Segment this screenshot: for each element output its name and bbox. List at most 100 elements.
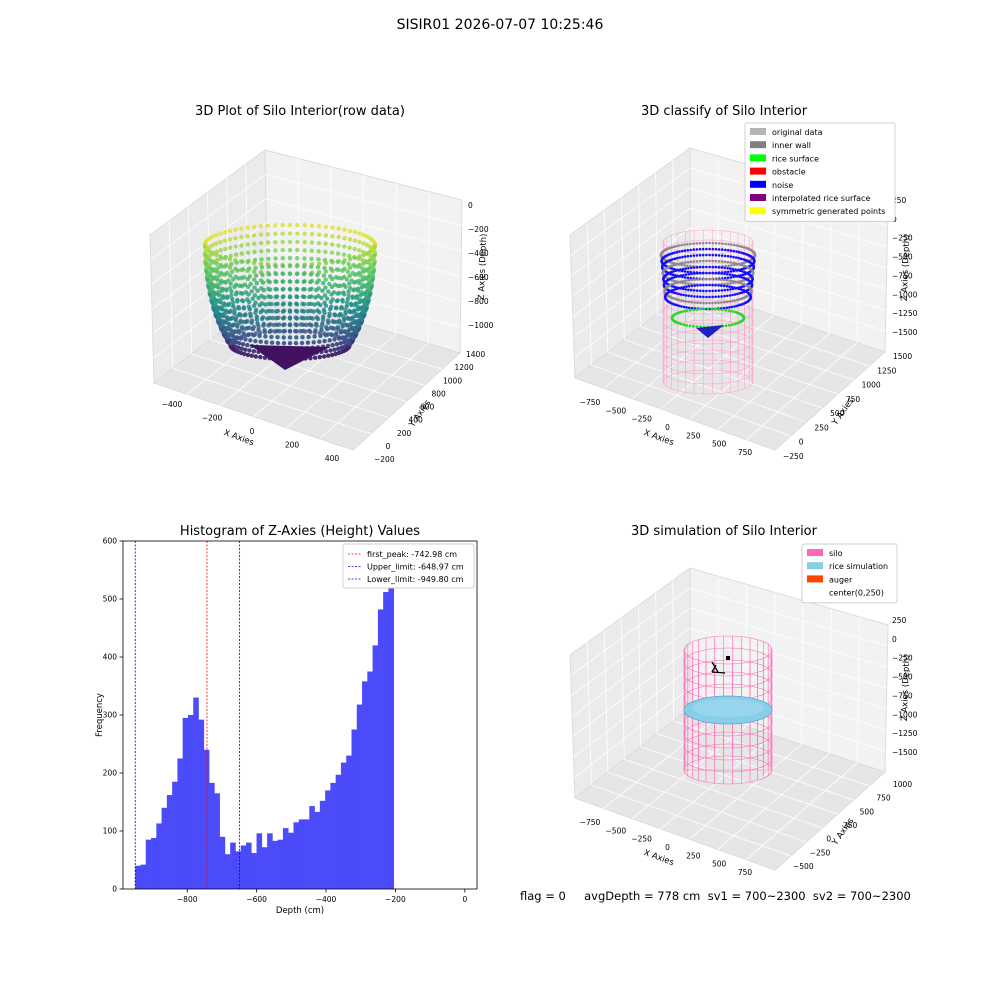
data-point (737, 321, 741, 324)
tick-label: 750 (738, 448, 753, 457)
data-point (251, 303, 257, 308)
data-point (696, 284, 699, 287)
data-point (675, 312, 679, 315)
data-point (686, 282, 690, 286)
data-point (726, 254, 730, 258)
data-point (225, 294, 230, 299)
data-point (315, 316, 321, 322)
data-point (680, 305, 683, 308)
legend-label: Upper_limit: -648.97 cm (367, 563, 464, 572)
data-point (669, 252, 672, 256)
data-point (668, 246, 672, 250)
data-point (261, 323, 266, 328)
data-point (674, 269, 678, 272)
data-point (301, 279, 306, 284)
data-point (679, 322, 683, 326)
data-point (721, 242, 724, 245)
data-point (259, 257, 264, 262)
data-point (717, 272, 720, 275)
data-point (673, 276, 676, 279)
data-point (720, 254, 724, 257)
data-point (228, 273, 233, 278)
data-point (236, 306, 242, 311)
data-point (750, 288, 753, 292)
data-point (714, 283, 717, 287)
data-point (711, 265, 714, 269)
data-point (711, 241, 715, 245)
data-point (698, 247, 702, 251)
data-point (253, 265, 258, 271)
data-point (232, 284, 237, 290)
tick-label: 1500 (893, 352, 912, 361)
legend-swatch (750, 154, 766, 162)
data-point (717, 248, 721, 251)
panel4-simulation (683, 635, 773, 785)
panel4-3d-plot[interactable]: −750−500−2500250500750−500−2500250500750… (540, 540, 960, 880)
data-point (735, 244, 739, 247)
data-point (740, 251, 743, 254)
data-point (222, 229, 228, 235)
data-point (677, 274, 680, 278)
data-point (714, 307, 717, 311)
data-point (696, 272, 699, 275)
data-point (315, 272, 320, 278)
data-point (683, 255, 687, 258)
data-point (699, 295, 702, 299)
histogram-bar (346, 755, 352, 889)
data-point (673, 257, 677, 260)
data-point (682, 299, 685, 303)
tick-label: 0 (386, 442, 391, 451)
data-point (675, 281, 679, 284)
data-point (275, 340, 281, 346)
data-point (265, 240, 271, 245)
data-point (258, 232, 264, 237)
data-point (336, 234, 341, 240)
data-point (346, 308, 352, 313)
data-point (682, 273, 685, 277)
data-point (210, 234, 216, 239)
data-point (723, 288, 726, 292)
histogram-bar (156, 823, 162, 889)
data-point (287, 322, 293, 327)
data-point (726, 272, 729, 276)
legend-label: silo (829, 549, 843, 558)
grid-line (603, 210, 609, 353)
panel1-bottom-cone (250, 345, 330, 370)
data-point (672, 270, 676, 273)
grid-line (624, 339, 823, 409)
data-point (695, 242, 698, 245)
histogram-bar (177, 758, 183, 889)
data-point (300, 301, 305, 306)
data-point (299, 340, 305, 346)
data-point (259, 249, 264, 254)
grid-line (574, 267, 691, 358)
data-point (249, 289, 254, 294)
data-point (737, 250, 741, 254)
data-point (693, 278, 696, 281)
panel1-z-ticks: 0 −200 −400 −600 −800 −1000 (468, 201, 494, 330)
legend-label: symmetric generated points (772, 207, 885, 216)
tick-label: 500 (830, 409, 845, 418)
data-point (309, 232, 315, 237)
data-point (323, 303, 329, 308)
data-point (246, 258, 251, 263)
tick-label: 200 (397, 429, 412, 438)
data-point (237, 341, 242, 346)
data-point (677, 280, 681, 284)
data-point (674, 263, 677, 266)
data-point (357, 231, 362, 236)
data-point (287, 294, 293, 299)
data-point (240, 267, 246, 272)
data-point (347, 273, 352, 278)
data-point (232, 307, 238, 312)
tick-label: −500 (892, 253, 913, 262)
data-point (258, 261, 264, 266)
data-point (323, 241, 328, 246)
panel1-3d-plot[interactable]: −400 −200 0 200 400 −200 0 200 400 600 800 1000 1200… (100, 125, 500, 465)
histogram-chart[interactable]: −800 −600 −400 −200 0 0 100 200 300 400 500 600 Dept… (80, 535, 500, 920)
histogram-bar (330, 782, 336, 889)
grid-line (265, 173, 462, 226)
data-point (280, 239, 285, 245)
data-point (323, 349, 329, 354)
